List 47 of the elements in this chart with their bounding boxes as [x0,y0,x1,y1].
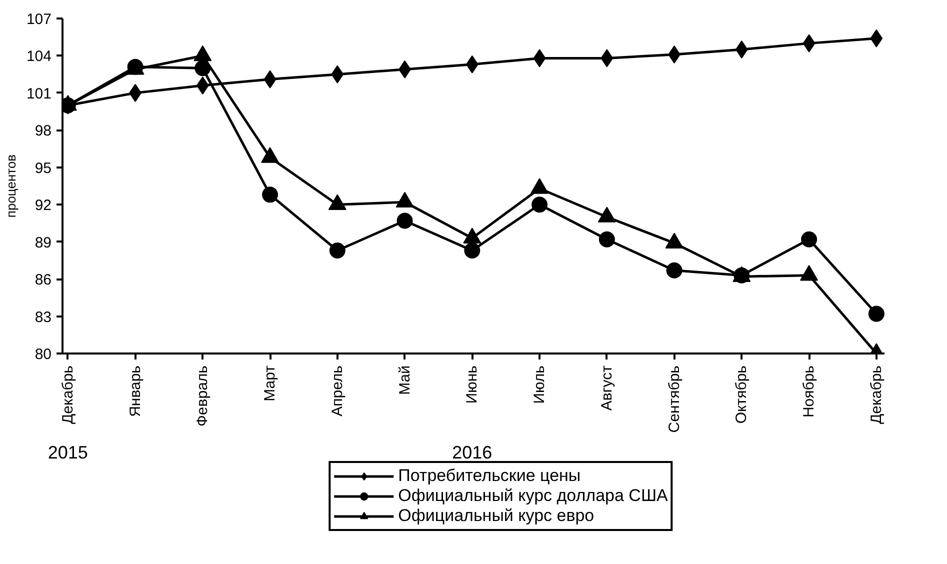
y-tick-label: 95 [34,160,52,177]
y-axis-title: процентов [3,154,18,218]
point [331,65,344,84]
point [598,231,615,248]
x-tick-label: Декабрь [59,365,76,424]
x-tick-label: Декабрь [868,365,885,424]
text: 2015 [48,442,88,462]
point [466,55,478,74]
point [532,196,548,213]
x-tick-label: Август [598,365,616,411]
legend-label: Потребительские цены [398,466,581,486]
x-tick-label: Май [396,365,414,395]
y-tick-label: 86 [34,272,52,289]
x-tick-label: Сентябрь [666,365,683,433]
point [329,242,346,259]
text: 2016 [452,442,492,462]
x-tick-label: Апрель [328,365,346,416]
point [802,34,816,52]
legend-label: Официальный курс доллара США [398,486,668,506]
y-tick-label: 80 [34,346,52,363]
x-tick-label: Февраль [194,365,212,426]
y-tick-label: 89 [34,234,52,252]
y-tick-label: 104 [26,48,52,66]
y-tick-label: 107 [26,11,52,28]
y-tick-label: 83 [34,308,52,326]
point [868,306,884,322]
point [264,70,276,88]
x-tick-label: Ноябрь [800,365,818,418]
point [735,40,748,59]
point [801,231,818,248]
point [262,186,278,203]
y-tick-label: 98 [34,122,52,140]
legend-label: Официальный курс евро [398,506,594,526]
point [396,212,413,229]
y-tick-label: 92 [34,197,52,214]
x-tick-label: Июль [531,365,548,404]
point [870,29,883,48]
point [533,49,546,68]
x-tick-label: Март [262,365,279,402]
x-tick-label: Июнь [464,365,481,404]
x-tick-label: Октябрь [733,365,750,424]
x-tick-label: Январь [126,365,144,417]
point [666,262,682,278]
point [464,242,480,259]
point [600,49,614,68]
point [196,76,209,94]
y-tick-label: 101 [26,85,52,102]
